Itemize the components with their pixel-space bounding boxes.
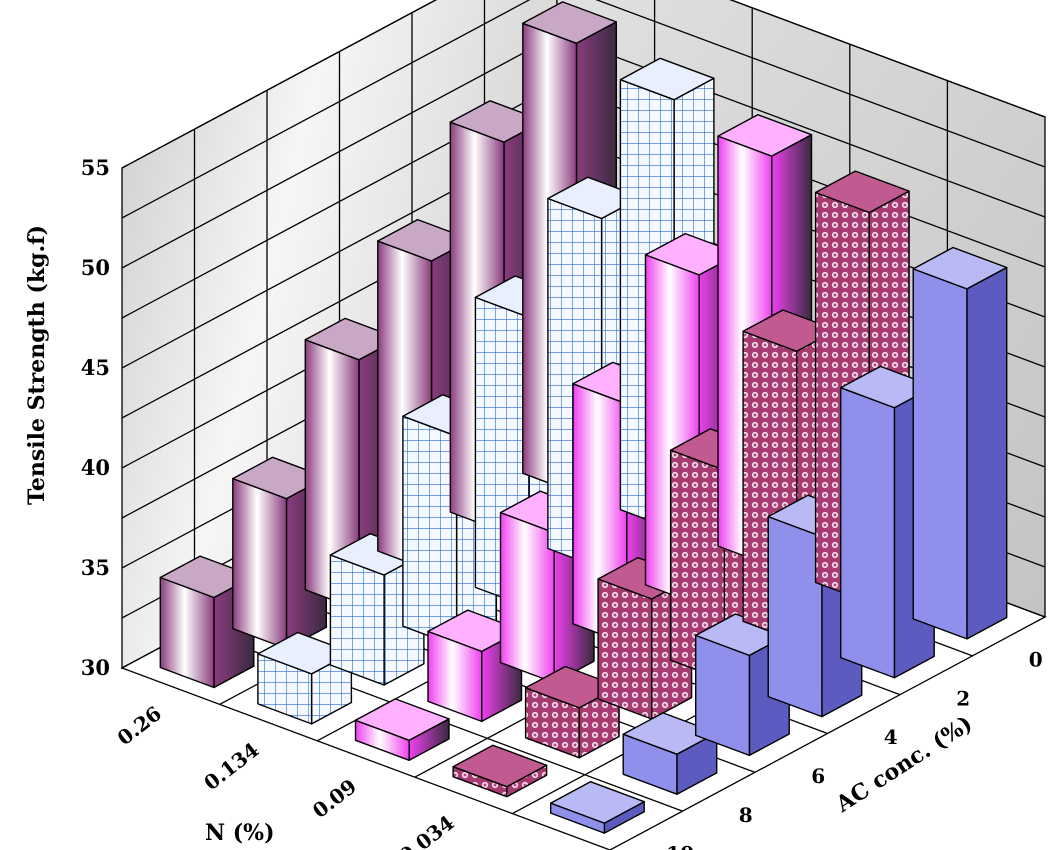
bar-side — [966, 266, 1008, 640]
y-tick-label: 55 — [81, 155, 110, 180]
ac-category-label: 4 — [884, 725, 898, 749]
bar-top — [814, 170, 910, 214]
bar-front — [499, 511, 555, 684]
bar-n0-ac0 — [912, 246, 1008, 640]
bar-front — [402, 415, 458, 647]
ac-category-label: 6 — [811, 764, 825, 788]
ac-category-label: 0 — [1029, 647, 1043, 671]
bar-front — [597, 578, 653, 720]
ac-axis-label: AC conc. (%) — [831, 711, 977, 819]
bar-front — [695, 634, 751, 757]
chart-bars — [159, 1, 1008, 834]
bar-n0.034-ac8 — [524, 665, 620, 759]
bar-top — [619, 57, 715, 101]
ac-category-label: 8 — [739, 803, 753, 827]
y-tick-label: 45 — [81, 355, 110, 380]
bar-n0.034-ac10 — [452, 744, 548, 798]
bar-top — [912, 246, 1008, 290]
y-tick-label: 40 — [81, 455, 110, 480]
n-category-label: 0.134 — [199, 738, 263, 796]
y-axis-label: Tensile Strength (kg.f) — [24, 225, 50, 505]
bar-front — [329, 554, 385, 686]
bar-n0.09-ac8 — [427, 609, 523, 723]
bar-front — [232, 477, 288, 650]
ac-category-label: 2 — [956, 686, 970, 710]
bar-front — [767, 515, 823, 718]
bar-n0.134-ac10 — [257, 631, 353, 725]
y-tick-label: 35 — [81, 555, 110, 580]
bar-n0.26-ac10 — [159, 555, 255, 689]
bar-top — [550, 781, 645, 824]
bar-top — [522, 1, 617, 44]
y-tick-label: 30 — [81, 655, 110, 680]
bar-n0-ac10 — [550, 781, 645, 834]
n-axis-label: N (%) — [205, 820, 275, 846]
bar-top — [354, 698, 450, 741]
n-category-label: 0.09 — [308, 774, 361, 823]
bar-n0-ac8 — [622, 712, 718, 795]
bar-n0.09-ac10 — [354, 698, 450, 761]
n-category-label: 0.26 — [113, 701, 166, 750]
y-tick-label: 50 — [81, 255, 110, 280]
n-category-label: 0.034 — [395, 810, 459, 850]
bar-top — [452, 744, 548, 788]
bar-front — [912, 268, 968, 640]
bar-top — [717, 113, 813, 157]
ac-category-label: 10 — [666, 842, 694, 850]
bar-front — [840, 387, 896, 679]
